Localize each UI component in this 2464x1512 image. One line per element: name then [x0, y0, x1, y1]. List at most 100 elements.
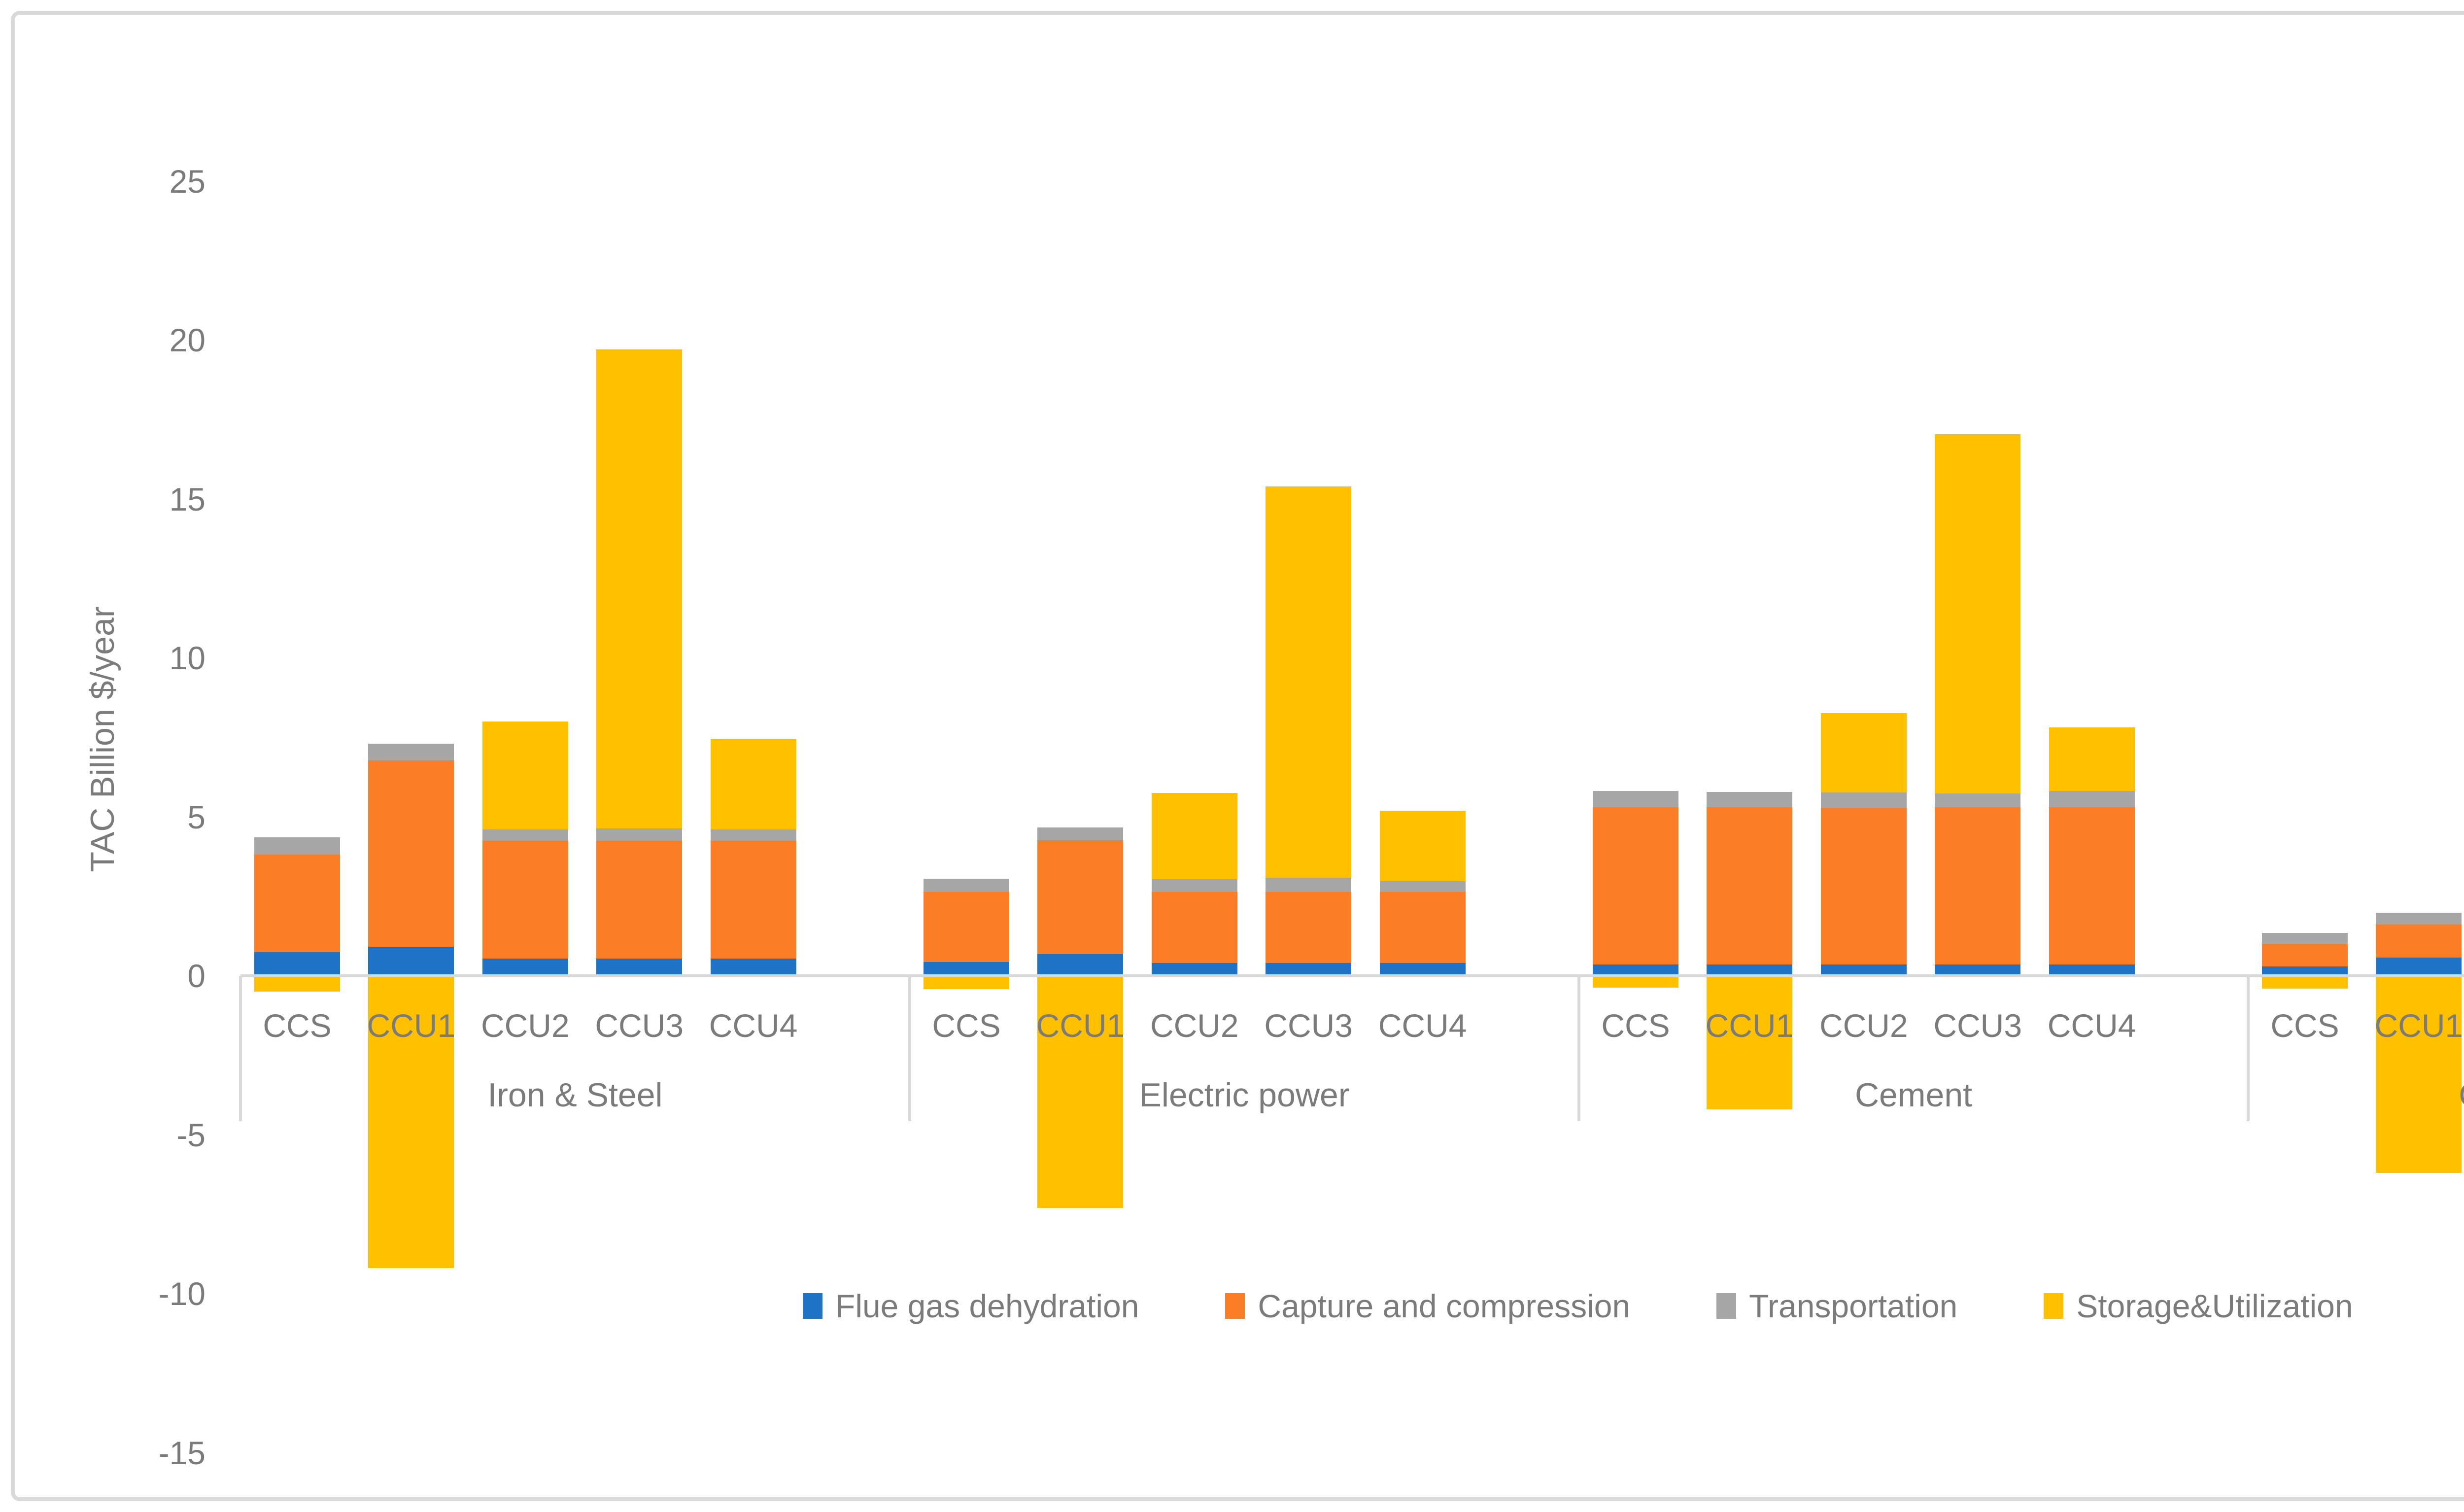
- bar-segment: [1593, 807, 1678, 964]
- bar-segment: [924, 879, 1009, 892]
- category-label: CCS: [2270, 1007, 2339, 1044]
- category-label: CCU1: [2374, 1007, 2464, 1044]
- legend-label: Transportation: [1749, 1288, 1958, 1324]
- group-label: Chemical: [2459, 1076, 2464, 1114]
- category-label: CCU3: [1933, 1007, 2022, 1044]
- bar-segment: [368, 947, 454, 976]
- bar-segment: [1037, 954, 1124, 976]
- category-label: CCU2: [480, 1007, 570, 1044]
- bar-segment: [1593, 964, 1678, 976]
- bar-segment: [2049, 727, 2135, 791]
- bar-segment: [710, 958, 796, 976]
- bar-segment: [482, 829, 568, 841]
- y-tick-label: 20: [169, 322, 205, 358]
- bar-segment: [1935, 807, 2021, 964]
- category-label: CCS: [263, 1007, 332, 1044]
- bar-segment: [1151, 962, 1237, 976]
- category-label: CCS: [1601, 1007, 1670, 1044]
- y-tick-label: 10: [169, 640, 205, 676]
- legend: Flue gas dehydration Capture and compress…: [803, 1287, 2353, 1325]
- group-separator: [908, 976, 911, 1121]
- bar-segment: [924, 892, 1009, 962]
- bar-segment: [2262, 966, 2348, 976]
- group-label: Electric power: [1139, 1076, 1350, 1114]
- bar-segment: [710, 739, 796, 830]
- y-tick-label: -10: [158, 1275, 205, 1312]
- bar-segment: [1379, 810, 1466, 881]
- bar-segment: [2262, 932, 2348, 944]
- bar-segment: [1266, 877, 1352, 892]
- category-label: CCU3: [1264, 1007, 1353, 1044]
- bar-segment: [1379, 962, 1466, 976]
- bar-segment: [2376, 925, 2462, 958]
- bar-segment: [2262, 944, 2348, 966]
- legend-marker-icon: [803, 1293, 822, 1319]
- bar-segment: [1707, 792, 1793, 808]
- group-separator: [239, 976, 242, 1121]
- y-tick-label: 5: [187, 798, 205, 835]
- y-tick-label: 25: [169, 163, 205, 200]
- category-label: CCU3: [595, 1007, 684, 1044]
- bar-segment: [1037, 827, 1124, 841]
- category-label: CCU4: [2047, 1007, 2136, 1044]
- legend-label: Flue gas dehydration: [835, 1288, 1139, 1324]
- bar-segment: [596, 840, 683, 959]
- y-tick-label: -5: [176, 1116, 205, 1153]
- bar-segment: [254, 837, 340, 855]
- bar-segment: [1935, 434, 2021, 793]
- bar-segment: [710, 829, 796, 841]
- y-tick-label: 0: [187, 958, 205, 994]
- bar-segment: [254, 976, 340, 992]
- legend-label: Storage&Utilization: [2076, 1288, 2353, 1324]
- group-label: Cement: [1854, 1076, 1973, 1114]
- legend-item: Capture and compression: [1225, 1287, 1630, 1325]
- group-separator: [1577, 976, 1580, 1121]
- bar-segment: [1593, 976, 1678, 988]
- bar-segment: [2376, 976, 2462, 1173]
- category-label: CCS: [932, 1007, 1001, 1044]
- bar-segment: [924, 962, 1009, 976]
- bar-segment: [1820, 713, 1907, 793]
- bar-segment: [368, 744, 454, 760]
- group-separator: [2247, 976, 2250, 1121]
- x-axis-line: [240, 974, 2464, 977]
- bar-segment: [1266, 962, 1352, 976]
- bar-segment: [924, 976, 1009, 990]
- y-tick-label: -15: [158, 1434, 205, 1471]
- category-label: CCU1: [1705, 1007, 1794, 1044]
- legend-marker-icon: [1716, 1293, 1737, 1319]
- group-label: Iron & Steel: [487, 1076, 663, 1114]
- bar-segment: [1379, 892, 1466, 963]
- bar-segment: [1266, 892, 1352, 963]
- legend-item: Transportation: [1716, 1287, 1957, 1325]
- bar-segment: [596, 828, 683, 841]
- legend-label: Capture and compression: [1258, 1288, 1631, 1324]
- category-label: CCU4: [709, 1007, 798, 1044]
- bar-segment: [482, 840, 568, 959]
- category-label: CCU2: [1150, 1007, 1239, 1044]
- bar-segment: [1037, 976, 1124, 1208]
- category-label: CCU1: [367, 1007, 456, 1044]
- y-tick-label: 15: [169, 481, 205, 517]
- bar-segment: [254, 952, 340, 976]
- bar-segment: [2262, 976, 2348, 989]
- bar-segment: [1151, 879, 1237, 893]
- bar-segment: [596, 958, 683, 976]
- bar-segment: [482, 958, 568, 976]
- legend-item: Flue gas dehydration: [803, 1287, 1139, 1325]
- bar-segment: [254, 855, 340, 952]
- bar-segment: [2376, 912, 2462, 925]
- legend-marker-icon: [2044, 1293, 2064, 1319]
- bar-segment: [1266, 486, 1352, 878]
- bar-segment: [596, 349, 683, 828]
- bar-segment: [1707, 807, 1793, 964]
- bar-segment: [1820, 792, 1907, 809]
- bar-segment: [1593, 791, 1678, 808]
- bar-segment: [368, 760, 454, 947]
- bar-segment: [1820, 808, 1907, 964]
- bar-segment: [1935, 793, 2021, 808]
- bar-segment: [1820, 964, 1907, 976]
- category-label: CCU1: [1036, 1007, 1125, 1044]
- bar-segment: [1151, 892, 1237, 963]
